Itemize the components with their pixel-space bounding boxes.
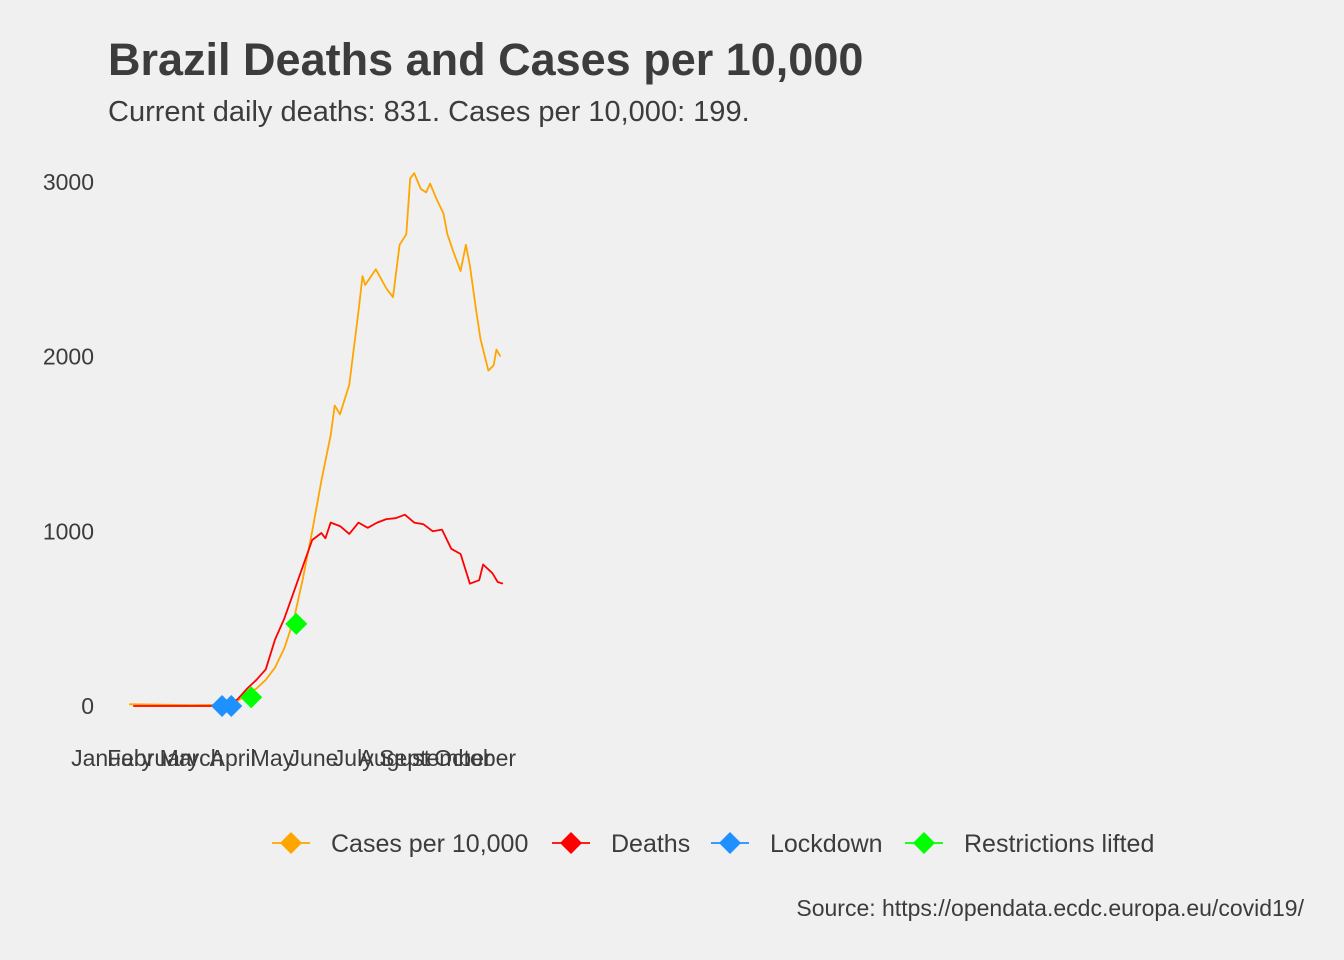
x-tick-label-january: January xyxy=(71,745,153,771)
legend: Cases per 10,000 Deaths Lockdown Restrictio… xyxy=(272,830,1154,858)
y-tick-label: 2000 xyxy=(43,344,94,370)
legend-label: Lockdown xyxy=(770,830,883,858)
legend-item-3: Restrictions lifted xyxy=(905,830,1154,858)
legend-item-0: Cases per 10,000 xyxy=(272,830,528,858)
y-axis: 0 1000 2000 3000 xyxy=(43,169,94,719)
marker-restrictions-lifted xyxy=(285,612,308,635)
chart-subtitle: Current daily deaths: 831. Cases per 10,… xyxy=(108,96,750,128)
x-tick-label-march: March xyxy=(160,745,224,771)
source-caption: Source: https://opendata.ecdc.europa.eu/… xyxy=(796,895,1304,921)
y-tick-label: 3000 xyxy=(43,169,94,195)
marker-restrictions-lifted xyxy=(240,686,263,709)
legend-label: Cases per 10,000 xyxy=(331,830,528,858)
x-tick-label-june: June xyxy=(289,745,339,771)
x-tick-label-october: October xyxy=(434,745,516,771)
legend-key-diamond xyxy=(560,832,582,854)
x-tick-label-may: May xyxy=(251,745,295,771)
x-axis: JanuaryFebruaryMarchAprilMayJuneJulyAugu… xyxy=(71,745,516,771)
series-line-cases-per-10-000 xyxy=(129,172,502,706)
event-markers xyxy=(211,612,308,717)
legend-label: Deaths xyxy=(611,830,690,858)
legend-label: Restrictions lifted xyxy=(964,830,1154,858)
y-tick-label: 0 xyxy=(81,693,94,719)
legend-key-diamond xyxy=(719,832,741,854)
x-tick-label-april: April xyxy=(210,745,256,771)
y-tick-label: 1000 xyxy=(43,518,94,544)
legend-item-2: Lockdown xyxy=(711,830,883,858)
marker-lockdown xyxy=(220,695,243,717)
x-tick-label-september: September xyxy=(379,745,492,771)
x-tick-label-july: July xyxy=(333,745,374,771)
series-lines xyxy=(129,172,504,707)
legend-key-diamond xyxy=(280,832,302,854)
legend-key-diamond xyxy=(913,832,935,854)
x-tick-label-february: February xyxy=(107,745,200,771)
x-tick-label-august: August xyxy=(359,745,431,771)
series-line-deaths xyxy=(133,513,504,707)
legend-item-1: Deaths xyxy=(552,830,690,858)
chart-title: Brazil Deaths and Cases per 10,000 xyxy=(108,34,864,85)
